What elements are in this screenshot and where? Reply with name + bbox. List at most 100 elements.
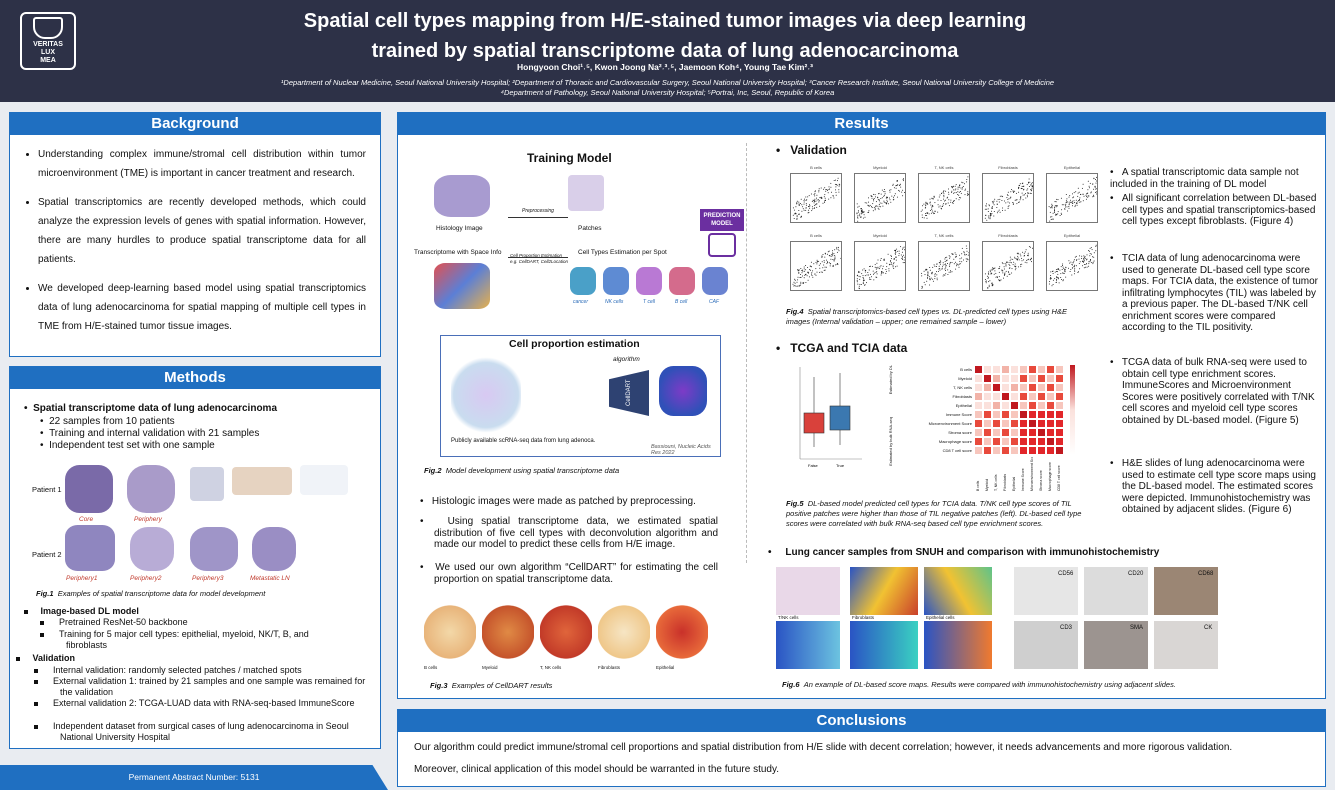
heatmap-cell [1001, 401, 1010, 410]
heatmap-cell [1046, 401, 1055, 410]
patches-label: Patches [578, 225, 602, 232]
celltype-small-label: NK cells [605, 299, 624, 305]
score-map [850, 567, 918, 615]
heatmap-cell [1001, 419, 1010, 428]
heatmap-cell [1037, 374, 1046, 383]
ihc-slide [1084, 567, 1148, 615]
heatmap-cell [1001, 437, 1010, 446]
methods-s1-item: • Training and internal validation with … [40, 428, 260, 439]
background-item: Spatial transcriptomics are recently dev… [38, 193, 366, 269]
fig1-label: Periphery1 [66, 575, 98, 582]
heatmap-cell [1001, 446, 1010, 455]
right-text-3: • TCGA data of bulk RNA-seq were used to… [1110, 357, 1315, 426]
fig3-type-label: T, NK cells [540, 665, 562, 670]
score-map-label: Fibroblasts [852, 615, 875, 620]
scatter-title: Fibroblasts [998, 233, 1018, 238]
he-slide [776, 567, 840, 615]
conclusions-panel: Conclusions Our algorithm could predict … [397, 709, 1326, 787]
heatmap-row-label: Microenvironment Score [928, 421, 972, 426]
heatmap-cell [974, 419, 983, 428]
methods-s2-item: Pretrained ResNet-50 backbone [40, 617, 188, 628]
heatmap-cell [992, 365, 1001, 374]
celltype-small-label: cancer [573, 299, 589, 305]
heatmap-cell [1010, 401, 1019, 410]
background-title: Background [10, 113, 380, 135]
methods-s2-head: Image-based DL model [24, 606, 139, 617]
heatmap-cell [1028, 392, 1037, 401]
celltype-map [603, 267, 629, 295]
heatmap-cell [1028, 446, 1037, 455]
score-map-label: Epithelial cells [926, 615, 955, 620]
right-text-1b: • All significant correlation between DL… [1110, 193, 1317, 227]
celltype-small-label: CAF [709, 299, 719, 305]
heatmap-cell [983, 374, 992, 383]
ihc-slide [1084, 621, 1148, 669]
ihc-label: CD20 [1128, 571, 1144, 577]
ihc-slide [1154, 621, 1218, 669]
heatmap-row-label: CD8 T cell score [942, 448, 972, 453]
ihc-label: CD56 [1058, 571, 1074, 577]
fig1-label: Periphery2 [130, 575, 162, 582]
scatter-plot [918, 241, 970, 291]
scatter-title: Myeloid [873, 165, 887, 170]
heatmap-cell [1055, 437, 1064, 446]
heatmap-row-label: Epithelial [955, 403, 972, 408]
slide-image [252, 527, 296, 571]
heatmap-cell [1010, 374, 1019, 383]
slide-image [65, 525, 115, 571]
heatmap-cell [983, 410, 992, 419]
heatmap-colorbar [1070, 365, 1075, 455]
celltype-est-label: Cell Types Estimation per Spot [578, 249, 667, 256]
heatmap-cell [1010, 428, 1019, 437]
heatmap-cell [1028, 383, 1037, 392]
sequencing-diagram [232, 467, 292, 495]
heatmap-cell [1037, 401, 1046, 410]
heatmap-cell [992, 437, 1001, 446]
right-text-4: • H&E slides of lung adenocarcinoma were… [1110, 458, 1316, 515]
methods-s3-item: External validation 2: TCGA-LUAD data wi… [34, 698, 379, 709]
scatter-title: T, NK cells [934, 233, 954, 238]
slide-image [190, 467, 224, 501]
fig6-panel: T/NK cells Fibroblasts Epithelial cells … [776, 565, 1306, 677]
snuh-head: • Lung cancer samples from SNUH and comp… [768, 547, 1160, 558]
heatmap-cell [1010, 383, 1019, 392]
heatmap-cell [1028, 428, 1037, 437]
heatmap-cell [1046, 446, 1055, 455]
heatmap-cell [1046, 374, 1055, 383]
fig5-caption: Fig.5 DL-based model predicted cell type… [786, 499, 1082, 528]
methods-s3-head: Validation [16, 653, 75, 664]
celldart-map [656, 605, 708, 659]
heatmap-cell [1028, 419, 1037, 428]
heatmap-cell [992, 374, 1001, 383]
heatmap-cell [1019, 401, 1028, 410]
heatmap-cell [1010, 419, 1019, 428]
heatmap-cell [974, 374, 983, 383]
scatter-plot [1046, 241, 1098, 291]
mid-bullet: • We used our own algorithm “CellDART” f… [420, 562, 718, 585]
heatmap-cell [1010, 410, 1019, 419]
slide-image [190, 527, 238, 571]
logo-text-3: MEA [40, 57, 56, 64]
heatmap-cell [974, 437, 983, 446]
heatmap-cell [1028, 401, 1037, 410]
heatmap-cell [1028, 410, 1037, 419]
scatter-plot [790, 173, 842, 223]
logo-text-2: LUX [41, 49, 55, 56]
title-line-2: trained by spatial transcriptome data of… [371, 40, 959, 62]
heatmap-cell [1001, 374, 1010, 383]
celltype-map [636, 267, 662, 295]
poster-title: Spatial cell types mapping from H/E-stai… [200, 6, 1130, 66]
affiliations: ¹Department of Nuclear Medicine, Seoul N… [100, 78, 1235, 98]
affiliation-line-2: ⁴Department of Pathology, Seoul National… [500, 88, 835, 97]
visium-diagram [300, 465, 348, 495]
scatter-title: Epithelial [1063, 233, 1081, 238]
ihc-label: CK [1204, 625, 1213, 631]
ihc-label: SMA [1130, 625, 1144, 631]
ihc-slide [1014, 567, 1078, 615]
heatmap-cell [1028, 374, 1037, 383]
cellprop-small-label: Cell Proportion Estimation [510, 253, 563, 258]
score-map [776, 621, 840, 669]
conclusions-title: Conclusions [398, 710, 1325, 732]
results-panel: Results Training Model Histology Image P… [397, 112, 1326, 699]
validation-head: • Validation [776, 143, 847, 157]
